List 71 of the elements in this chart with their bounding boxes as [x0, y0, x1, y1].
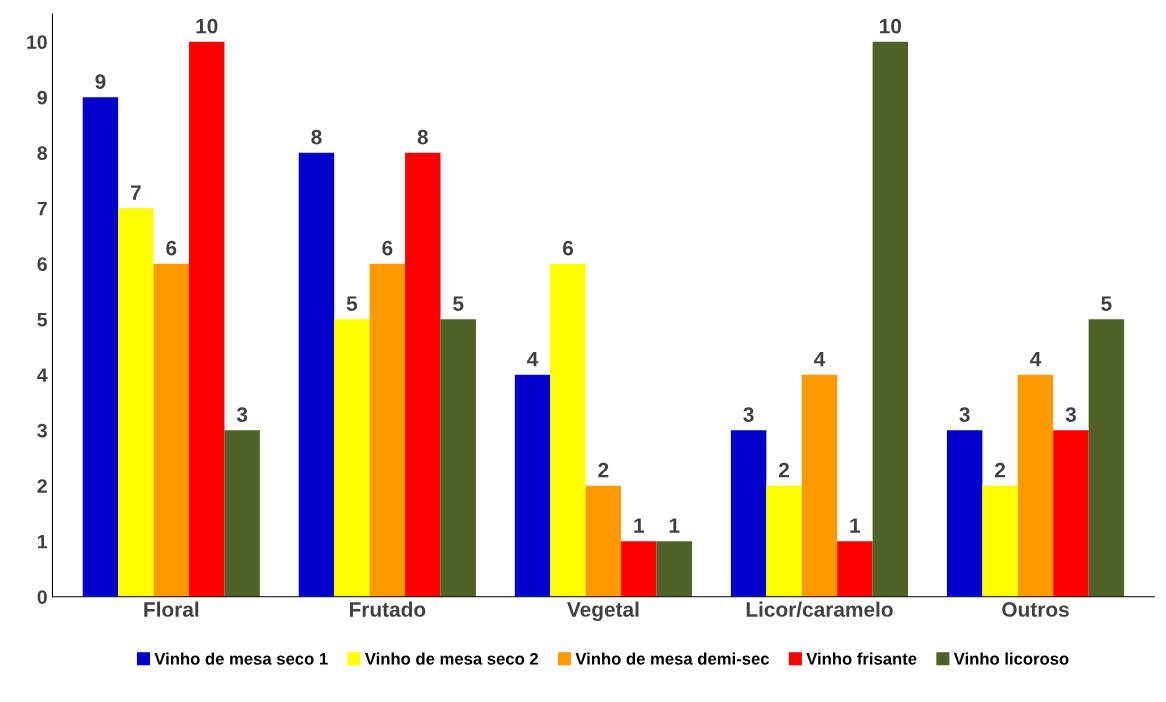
data-label: 3	[743, 407, 754, 422]
y-tick-label: 5	[37, 312, 48, 327]
y-tick-label: 0	[37, 590, 47, 604]
data-label: 4	[1030, 351, 1042, 367]
bar	[837, 541, 873, 597]
y-tick-label: 2	[37, 479, 47, 493]
data-label: 4	[527, 351, 539, 367]
data-label: 6	[382, 240, 393, 256]
data-label: 10	[196, 18, 218, 34]
bar	[550, 263, 586, 597]
data-label: 2	[995, 462, 1006, 478]
bar	[298, 152, 335, 597]
data-label: 2	[778, 462, 789, 478]
x-tick-label: Vegetal	[567, 601, 639, 622]
legend-label: Vinho de mesa seco 1	[154, 652, 328, 665]
bar	[585, 485, 622, 597]
y-tick-label: 3	[37, 423, 47, 438]
bar	[1088, 319, 1125, 597]
data-label: 8	[311, 129, 322, 145]
bar	[766, 485, 802, 597]
legend-label: Vinho licoroso	[953, 652, 1069, 665]
data-label: 10	[880, 18, 902, 34]
y-tick-label: 10	[27, 35, 47, 50]
bar	[334, 319, 370, 597]
bar	[440, 319, 476, 597]
data-label: 3	[1065, 407, 1076, 422]
x-tick-label: Frutado	[349, 601, 426, 617]
bar	[730, 430, 767, 597]
data-label: 5	[453, 296, 464, 311]
bar	[656, 541, 692, 597]
bar	[1053, 430, 1089, 597]
data-label: 3	[236, 407, 248, 422]
bar	[405, 152, 441, 597]
bar	[801, 374, 838, 597]
data-label: 6	[562, 240, 574, 256]
x-tick-label: Floral	[144, 601, 199, 617]
bar	[82, 97, 119, 597]
y-tick-label: 9	[37, 90, 47, 105]
bar	[224, 430, 260, 597]
data-label: 4	[813, 351, 826, 367]
data-label: 5	[346, 296, 358, 311]
bar	[946, 430, 983, 597]
y-tick-label: 8	[37, 146, 48, 161]
data-label: 6	[166, 240, 177, 256]
data-label: 2	[598, 462, 609, 478]
bar	[369, 263, 406, 597]
data-label: 1	[669, 518, 680, 533]
data-label: 9	[95, 74, 106, 89]
bar	[621, 541, 657, 597]
bar	[982, 485, 1018, 597]
bar	[118, 208, 154, 597]
x-tick-label: Outros	[1002, 602, 1069, 617]
legend-label: Vinho de mesa seco 2	[364, 652, 539, 665]
bar	[514, 374, 551, 597]
y-tick-label: 4	[37, 368, 48, 382]
bar	[153, 263, 190, 597]
data-label: 1	[634, 518, 645, 533]
data-label: 1	[850, 518, 861, 533]
y-tick-label: 1	[38, 534, 48, 549]
legend-label: Vinho de mesa demi-sec	[575, 652, 770, 665]
data-label: 3	[959, 407, 970, 422]
bar	[1017, 374, 1054, 597]
data-label: 7	[130, 185, 141, 200]
x-tick-label: Licor/caramelo	[746, 601, 893, 618]
legend-label: Vinho frisante	[806, 652, 917, 665]
data-label: 8	[417, 129, 428, 145]
y-tick-label: 6	[37, 257, 47, 271]
data-label: 5	[1101, 296, 1112, 311]
y-tick-label: 7	[37, 201, 47, 216]
bar	[189, 41, 225, 597]
bar	[872, 41, 909, 597]
